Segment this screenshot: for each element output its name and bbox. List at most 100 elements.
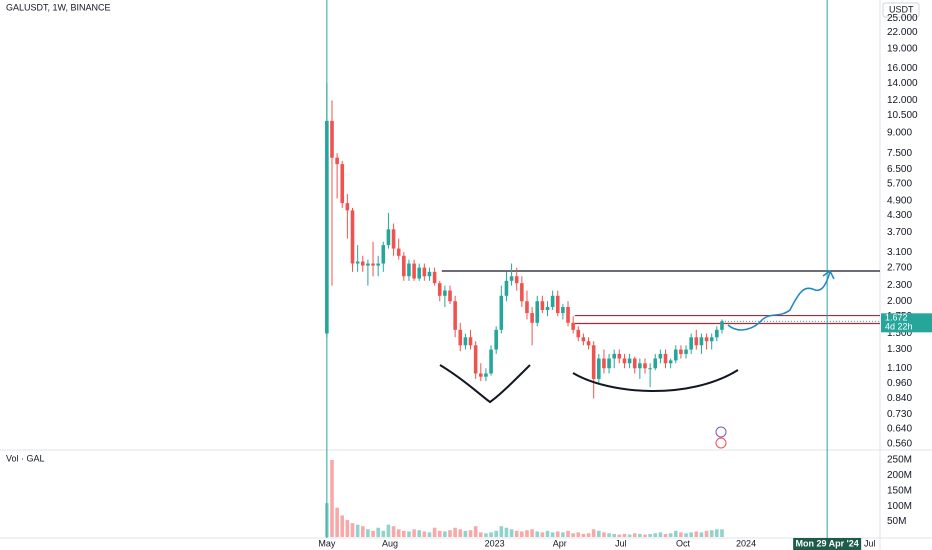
candle-body [545, 307, 550, 310]
y-tick-label: 0.960 [887, 378, 912, 389]
volume-bar [391, 526, 396, 537]
y-tick-label: 2.000 [887, 296, 912, 307]
volume-bar [694, 531, 699, 537]
countdown-label: 4d 22h [885, 322, 913, 332]
volume-bar [591, 529, 596, 537]
candle-body [658, 353, 663, 359]
volume-bar [448, 530, 452, 537]
volume-bar [325, 503, 329, 537]
volume-bar [612, 533, 617, 537]
candle-body [668, 360, 673, 364]
event-icon[interactable] [715, 426, 727, 438]
volume-bar [402, 530, 406, 537]
candle-body [514, 276, 519, 284]
volume-bar [376, 527, 380, 537]
candle-body [478, 373, 483, 377]
candle-body [494, 329, 498, 350]
volume-bar [658, 532, 663, 537]
candle-body [550, 295, 555, 308]
candle-body [330, 120, 334, 158]
volume-bar [566, 530, 570, 537]
y-tick-label: 2.300 [887, 280, 912, 291]
candle-body [509, 276, 514, 281]
candle-body [437, 283, 442, 296]
candle-body [355, 261, 360, 264]
volume-bar [473, 526, 478, 537]
volume-bar [632, 533, 637, 537]
volume-bar [653, 533, 658, 537]
candle-body [591, 345, 596, 379]
volume-bar [494, 530, 498, 537]
x-tick-label: 2024 [736, 538, 756, 548]
volume-bar [417, 530, 422, 537]
y-tick-label: 1.300 [887, 344, 912, 355]
volume-bar [627, 534, 632, 537]
volume-bar [412, 529, 416, 537]
volume-bar [720, 529, 724, 537]
crosshair-label: Mon 29 Apr '24 [795, 538, 858, 548]
candle-body [663, 353, 668, 364]
candle-body [648, 368, 652, 370]
volume-tick-label: 150M [887, 485, 912, 496]
last-price-label: 1.672 [885, 313, 908, 323]
candle-body [489, 349, 493, 374]
candle-body [607, 358, 611, 369]
candle-body [468, 337, 473, 346]
currency-box[interactable] [882, 2, 920, 18]
candle-body [407, 263, 411, 277]
volume-bar [607, 533, 611, 537]
candle-body [520, 283, 524, 302]
y-tick-label: 3.100 [887, 247, 912, 258]
candle-body [453, 301, 457, 330]
volume-bar [330, 460, 334, 537]
candle-body [597, 358, 601, 379]
volume-bar [530, 529, 534, 537]
volume-bar [545, 530, 550, 537]
candle-body [617, 353, 622, 359]
volume-bar [571, 533, 575, 537]
volume-bar [586, 533, 591, 537]
candle-body [673, 349, 678, 361]
volume-bar [427, 532, 432, 537]
volume-bar [638, 533, 642, 537]
volume-bar [458, 529, 463, 537]
event-icon[interactable] [715, 437, 727, 449]
volume-bar [673, 530, 678, 537]
volume-bar [576, 532, 581, 537]
volume-bar [371, 530, 375, 537]
candle-body [627, 358, 632, 364]
candle-body [402, 255, 406, 277]
candle-body [504, 280, 509, 296]
candle-body [709, 337, 714, 342]
volume-tick-label: 250M [887, 455, 912, 466]
volume-bar [432, 527, 437, 537]
candle-body [555, 295, 560, 314]
y-tick-label: 0.730 [887, 409, 912, 420]
crosshair-box [793, 538, 862, 550]
x-tick-label: May [318, 538, 336, 548]
x-tick-label: Aug [382, 538, 398, 548]
candle-body [458, 329, 463, 346]
y-tick-label: 10.500 [887, 110, 918, 121]
y-tick-label: 7.500 [887, 148, 912, 159]
volume-bar [360, 526, 365, 537]
y-tick-label: 3.700 [887, 227, 912, 238]
volume-bar [340, 515, 345, 537]
candle-body [499, 295, 504, 330]
candle-body [679, 349, 683, 354]
candle-body [720, 321, 724, 330]
candle-body [325, 120, 329, 334]
y-tick-label: 6.500 [887, 164, 912, 175]
y-tick-label: 0.640 [887, 424, 912, 435]
candle-body [689, 337, 693, 350]
y-tick-label: 1.100 [887, 363, 912, 374]
volume-bar [555, 531, 560, 537]
volume-bar [437, 530, 442, 537]
candle-body [396, 248, 401, 256]
candle-body [602, 358, 606, 369]
candle-body [704, 337, 709, 342]
volume-bar [422, 531, 427, 537]
candle-body [535, 301, 540, 323]
y-tick-label: 25.000 [887, 13, 918, 24]
